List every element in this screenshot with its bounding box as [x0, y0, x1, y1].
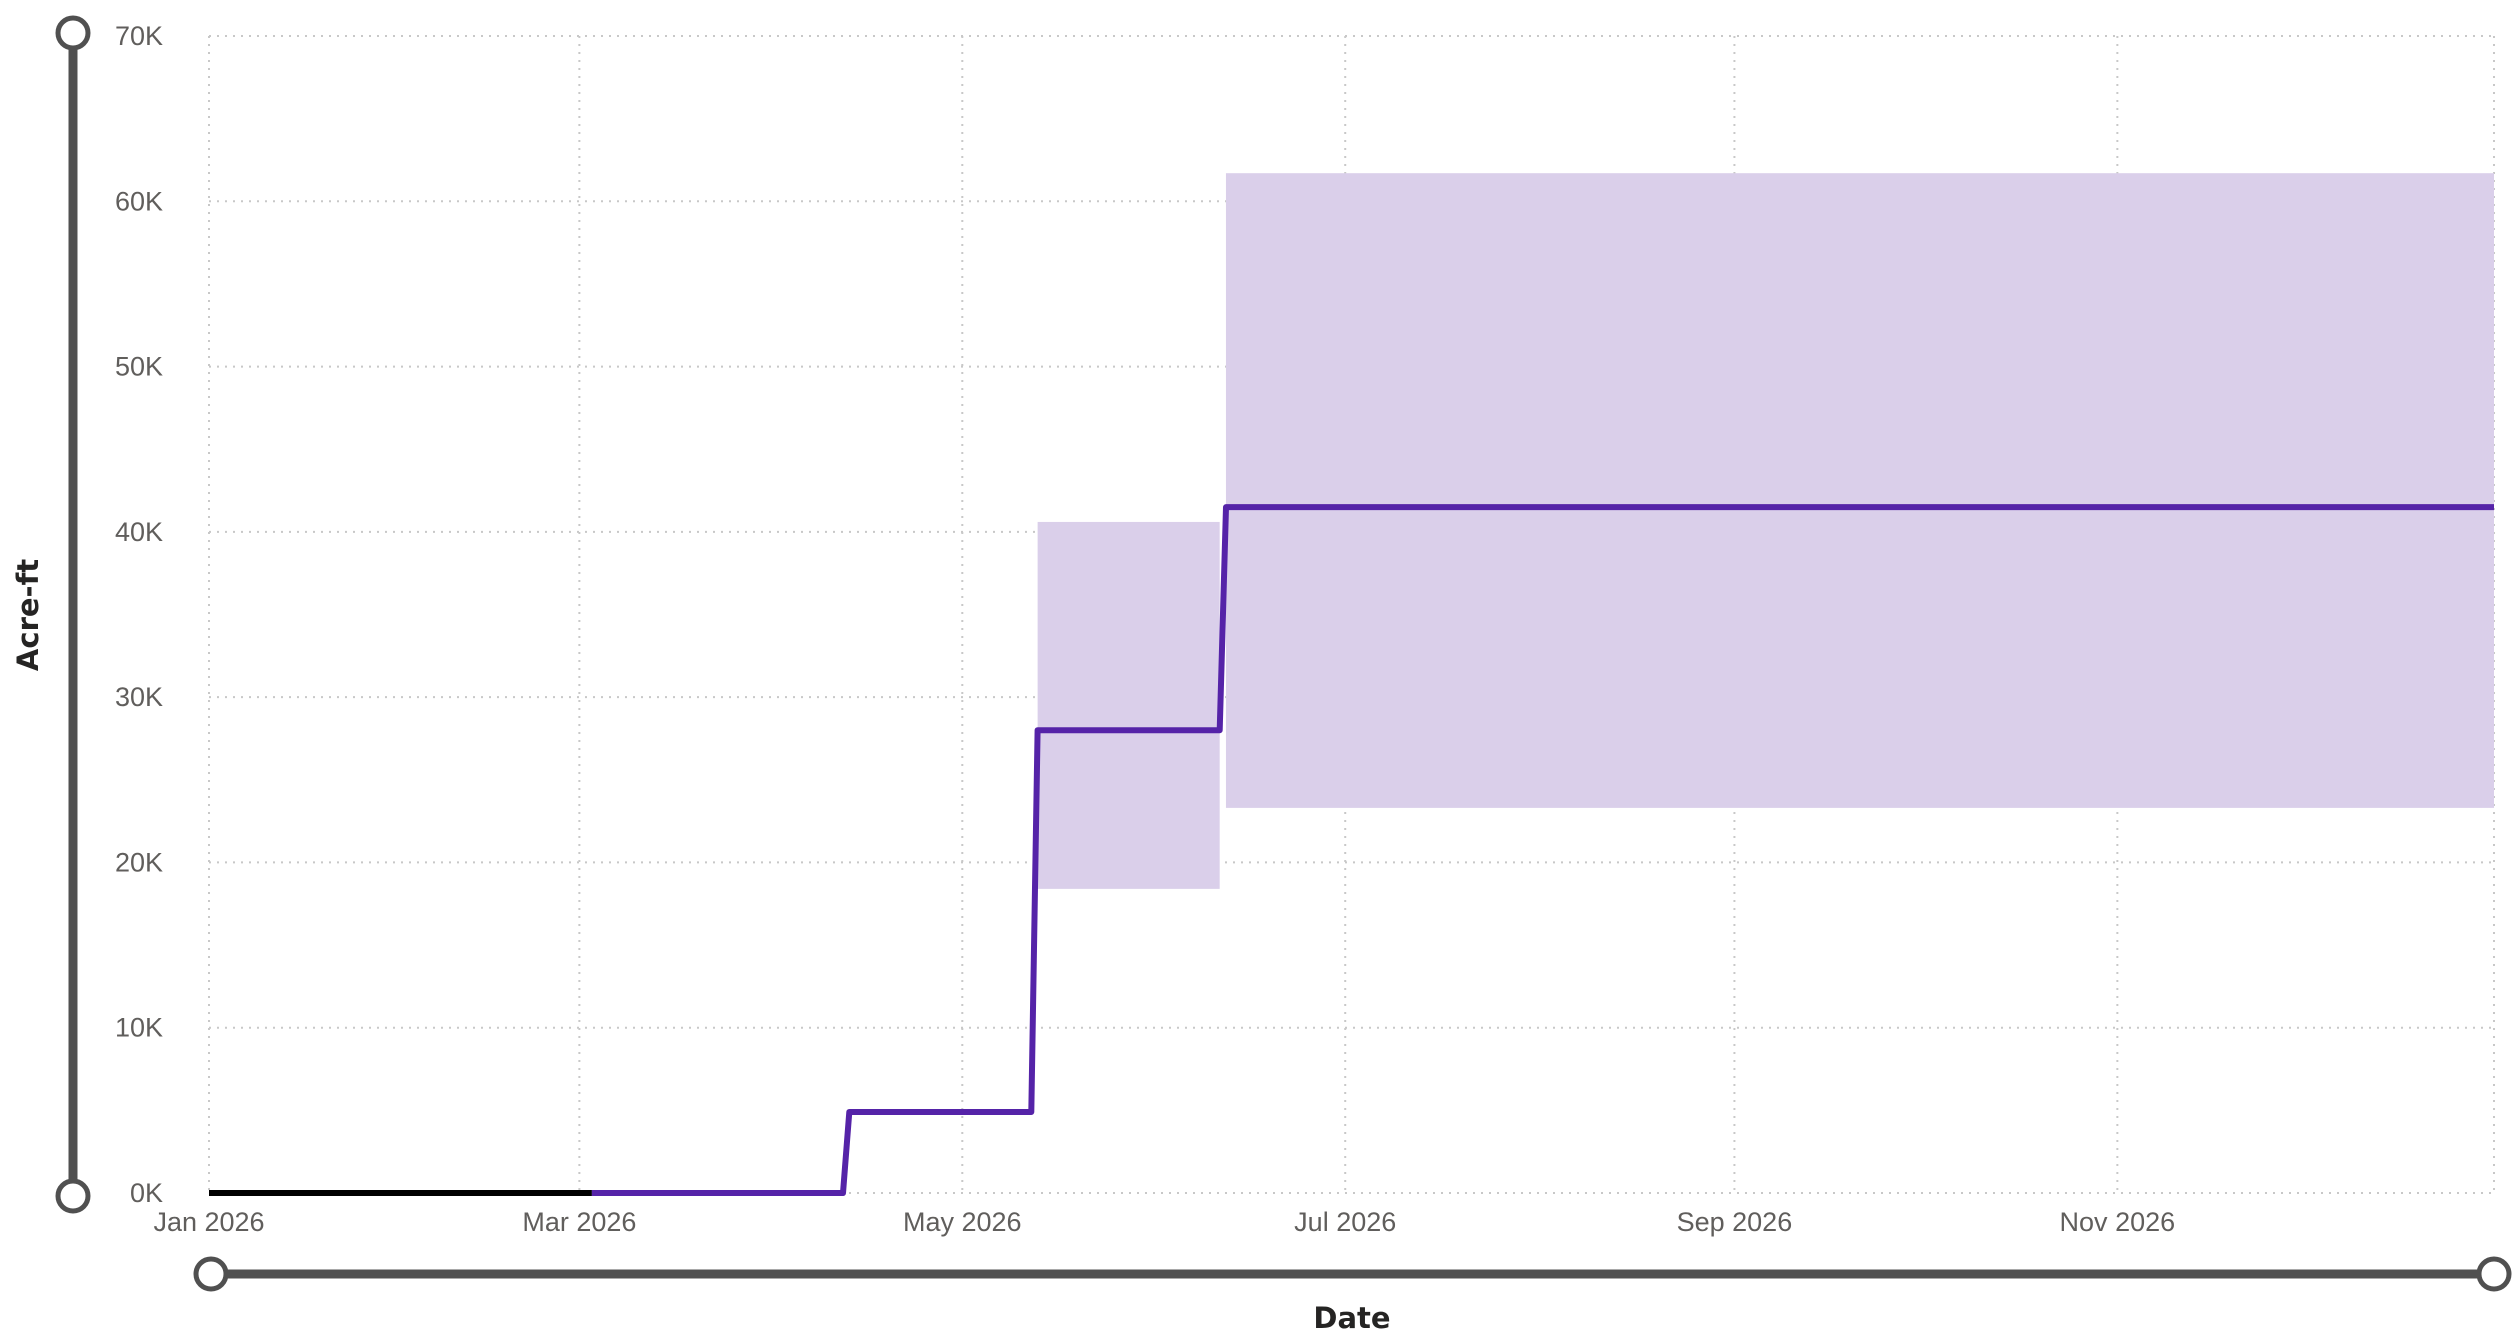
- x-axis-range-slider[interactable]: [196, 1259, 2509, 1289]
- y-slider-bottom-handle[interactable]: [58, 1181, 88, 1211]
- x-tick-label-2: May 2026: [903, 1207, 1022, 1237]
- band-segment-1: [1226, 173, 2494, 808]
- y-tick-label-5: 50K: [115, 352, 163, 382]
- x-slider-left-handle[interactable]: [196, 1259, 226, 1289]
- y-tick-label-1: 10K: [115, 1013, 163, 1043]
- x-slider-right-handle[interactable]: [2479, 1259, 2509, 1289]
- x-tick-label-4: Sep 2026: [1677, 1207, 1793, 1237]
- y-tick-label-3: 30K: [115, 682, 163, 712]
- x-axis-title: Date: [1313, 1301, 1390, 1333]
- x-tick-label-1: Mar 2026: [522, 1207, 636, 1237]
- x-tick-label-0: Jan 2026: [153, 1207, 264, 1237]
- band-segment-0: [1038, 522, 1220, 889]
- x-tick-label-5: Nov 2026: [2060, 1207, 2176, 1237]
- y-tick-label-2: 20K: [115, 847, 163, 877]
- y-axis-title: Acre-ft: [11, 559, 45, 671]
- confidence-band: [1038, 173, 2494, 889]
- y-tick-label-4: 40K: [115, 517, 163, 547]
- x-tick-label-3: Jul 2026: [1294, 1207, 1396, 1237]
- y-slider-top-handle[interactable]: [58, 18, 88, 48]
- y-tick-label-6: 60K: [115, 186, 163, 216]
- y-tick-label-7: 70K: [115, 21, 163, 51]
- y-tick-label-0: 0K: [130, 1178, 163, 1208]
- x-axis-ticks: Jan 2026 Mar 2026 May 2026 Jul 2026 Sep 2026…: [153, 1207, 2175, 1237]
- y-axis-ticks: 0K 10K 20K 30K 40K 50K 60K 70K: [115, 21, 163, 1208]
- y-axis-range-slider[interactable]: [58, 18, 88, 1211]
